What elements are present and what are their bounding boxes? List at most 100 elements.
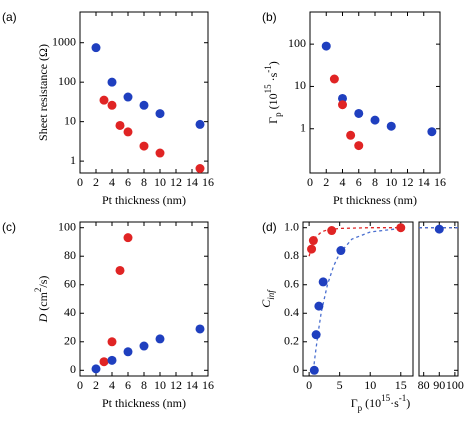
x-axis-label: Pt thickness (nm)	[102, 396, 186, 410]
data-point	[123, 92, 133, 102]
data-point	[123, 347, 133, 357]
data-point	[107, 77, 117, 87]
x-axis-label: Γp (1015·s-1)	[351, 393, 411, 413]
data-point	[155, 334, 165, 344]
label-part: -1	[263, 65, 273, 73]
y-axis-label: Γp (1015 ·s-1)	[263, 61, 283, 124]
label-part: inf	[266, 289, 276, 300]
x-tick-label: 10	[364, 378, 376, 392]
data-point	[107, 355, 117, 365]
data-point	[139, 141, 149, 151]
y-tick-label: 0.6	[284, 276, 299, 290]
data-point	[91, 364, 101, 374]
x-tick-label: 0	[77, 175, 83, 189]
x-tick-label: 12	[170, 378, 182, 392]
x-tick-label: 4	[109, 175, 115, 189]
x-tick-label: 4	[340, 175, 346, 189]
label-part: Pt thickness (nm)	[333, 193, 417, 207]
data-point	[107, 337, 117, 347]
data-point	[139, 341, 149, 351]
label-part: 2	[33, 288, 43, 293]
x-tick-label: 5	[337, 378, 343, 392]
data-point	[346, 130, 356, 140]
x-tick-label: 16	[202, 378, 214, 392]
x-tick-label: 6	[125, 175, 131, 189]
data-point	[427, 127, 437, 137]
data-point	[308, 236, 318, 246]
label-part: )	[406, 396, 410, 410]
y-tick-label: 80	[64, 248, 76, 262]
data-point	[307, 244, 317, 254]
y-tick-label: 100	[58, 219, 76, 233]
data-point	[115, 120, 125, 130]
panel-label: (d)	[262, 220, 277, 234]
x-tick-label: 10	[385, 175, 397, 189]
plot-frame	[79, 221, 209, 377]
x-tick-label: 100	[446, 378, 464, 392]
panel-label: (c)	[2, 220, 16, 234]
x-tick-label: 8	[141, 175, 147, 189]
x-tick-label: 12	[170, 175, 182, 189]
data-point	[99, 357, 109, 367]
x-tick-label: 0	[77, 378, 83, 392]
data-point	[434, 224, 444, 234]
plot-frame	[309, 11, 441, 174]
data-point	[318, 277, 328, 287]
data-point	[338, 100, 347, 110]
data-point	[195, 164, 205, 174]
x-tick-label: 12	[402, 175, 414, 189]
y-tick-label: 100	[58, 74, 76, 88]
y-axis-label: Sheet resistance (Ω)	[36, 44, 50, 141]
y-tick-label: 60	[64, 276, 76, 290]
y-tick-label: 20	[64, 334, 76, 348]
data-point	[321, 41, 331, 51]
label-part: Pt thickness (nm)	[102, 396, 186, 410]
label-part: )	[266, 61, 280, 65]
data-point	[396, 223, 406, 233]
x-tick-label: 8	[141, 378, 147, 392]
y-tick-label: 10	[294, 78, 306, 92]
label-part: (cm	[36, 291, 50, 313]
data-point	[329, 74, 339, 84]
data-point	[314, 301, 324, 311]
y-tick-label: 0	[293, 362, 299, 376]
label-part: (10	[362, 396, 381, 410]
x-tick-label: 90	[433, 378, 445, 392]
x-tick-label: 2	[323, 175, 329, 189]
data-point	[155, 109, 165, 119]
data-point	[370, 115, 380, 125]
data-point	[354, 108, 364, 118]
data-point	[354, 141, 364, 151]
x-tick-label: 4	[109, 378, 115, 392]
data-point	[309, 365, 319, 375]
data-point	[386, 121, 396, 131]
x-tick-label: 0	[307, 175, 313, 189]
data-point	[115, 265, 125, 275]
x-tick-label: 10	[154, 378, 166, 392]
plot-frame-right	[418, 221, 459, 377]
data-point	[123, 233, 133, 243]
x-tick-label: 10	[154, 175, 166, 189]
x-tick-label: 6	[125, 378, 131, 392]
data-point	[123, 127, 133, 137]
y-tick-label: 100	[288, 36, 306, 50]
x-axis-label: Pt thickness (nm)	[102, 193, 186, 207]
label-part: p	[358, 403, 363, 413]
y-tick-label: 0.2	[284, 334, 299, 348]
label-part: Pt thickness (nm)	[102, 193, 186, 207]
y-tick-label: 0	[70, 362, 76, 376]
panel-label: (b)	[262, 10, 277, 24]
y-tick-label: 0.8	[284, 248, 299, 262]
x-tick-label: 6	[356, 175, 362, 189]
x-axis-label: Pt thickness (nm)	[333, 193, 417, 207]
y-tick-label: 1	[70, 153, 76, 167]
data-point	[195, 324, 205, 334]
x-tick-label: 8	[372, 175, 378, 189]
x-tick-label: 15	[395, 378, 407, 392]
data-point	[107, 100, 117, 110]
y-tick-label: 0.4	[284, 305, 299, 319]
label-part: -1	[399, 393, 407, 403]
y-tick-label: 10	[64, 113, 76, 127]
data-point	[91, 43, 101, 53]
x-tick-label: 0	[306, 378, 312, 392]
